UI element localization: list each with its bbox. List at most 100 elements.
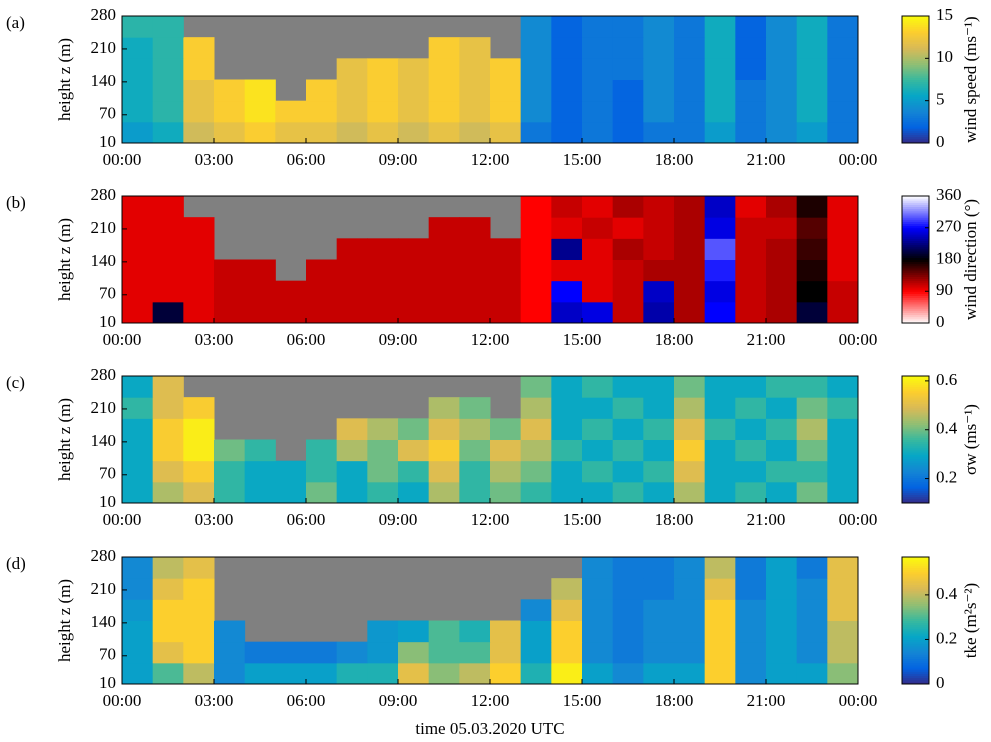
colorbar-segment: [902, 202, 929, 205]
heatmap-cell: [551, 58, 583, 80]
colorbar-segment: [902, 100, 929, 104]
y-axis-label: height z (m): [55, 218, 74, 301]
colorbar-segment: [902, 643, 929, 647]
heatmap-cell: [520, 662, 552, 685]
colorbar-segment: [902, 265, 929, 269]
heatmap-cell: [735, 217, 767, 239]
colorbar-segment: [902, 196, 929, 199]
heatmap-cell: [612, 259, 644, 282]
heatmap-cell: [214, 481, 246, 504]
heatmap-cell: [735, 376, 767, 398]
heatmap-cell: [490, 620, 522, 643]
colorbar-segment: [902, 386, 929, 390]
heatmap-cell: [520, 599, 552, 621]
heatmap-cell: [643, 259, 675, 282]
heatmap-cell: [582, 37, 614, 59]
heatmap-cell: [183, 578, 215, 600]
colorbar-segment: [902, 295, 929, 299]
heatmap-cell: [735, 481, 767, 504]
y-tick-label: 70: [99, 284, 116, 303]
colorbar-segment: [902, 479, 929, 483]
heatmap-cell: [490, 662, 522, 685]
heatmap-cell: [244, 280, 276, 303]
heatmap-cell: [582, 620, 614, 643]
heatmap-cell: [398, 100, 430, 123]
heatmap-cell: [428, 259, 460, 282]
heatmap-cell: [643, 196, 675, 218]
heatmap-cell: [674, 557, 706, 579]
colorbar-segment: [902, 113, 929, 116]
colorbar-tick-label: 90: [936, 280, 953, 299]
y-axis-label: height z (m): [55, 398, 74, 481]
heatmap-cell: [827, 557, 859, 579]
x-tick-label: 18:00: [655, 150, 694, 169]
heatmap-cell: [367, 301, 399, 324]
heatmap-cell: [122, 79, 154, 102]
heatmap-cell: [398, 58, 430, 80]
colorbar-segment: [902, 462, 929, 466]
heatmap-cell: [490, 460, 522, 483]
colorbar-segment: [902, 571, 929, 575]
heatmap-cell: [367, 460, 399, 483]
heatmap-cell: [766, 100, 798, 123]
colorbar-segment: [902, 253, 929, 256]
heatmap-cell: [152, 280, 184, 303]
heatmap-cell: [428, 397, 460, 419]
heatmap-cell: [766, 397, 798, 419]
heatmap-cell: [520, 280, 552, 303]
heatmap-cell: [490, 259, 522, 282]
heatmap-cell: [122, 121, 154, 144]
heatmap-cell: [490, 280, 522, 303]
y-tick-label: 280: [91, 365, 117, 384]
x-tick-label: 21:00: [747, 510, 786, 529]
colorbar-segment: [902, 481, 929, 485]
heatmap-cell: [582, 376, 614, 398]
colorbar-segment: [902, 388, 929, 392]
heatmap-cell: [367, 481, 399, 504]
colorbar-segment: [902, 645, 929, 649]
heatmap-cell: [766, 238, 798, 260]
colorbar-segment: [902, 445, 929, 449]
colorbar-segment: [902, 126, 929, 129]
colorbar-segment: [902, 274, 929, 277]
x-tick-label: 09:00: [379, 691, 418, 710]
colorbar-segment: [902, 486, 929, 489]
heatmap-cell: [766, 217, 798, 239]
colorbar-segment: [902, 22, 929, 25]
y-tick-label: 10: [99, 673, 116, 692]
heatmap-cell: [183, 58, 215, 80]
heatmap-cell: [152, 418, 184, 440]
heatmap-cell: [490, 79, 522, 102]
colorbar-segment: [902, 403, 929, 407]
colorbar-segment: [902, 28, 929, 32]
heatmap-cell: [122, 259, 154, 282]
colorbar-segment: [902, 422, 929, 426]
x-tick-label: 12:00: [471, 150, 510, 169]
colorbar-segment: [902, 586, 929, 590]
heatmap-cell: [214, 280, 246, 303]
heatmap-cell: [275, 100, 307, 123]
heatmap-cell: [796, 16, 828, 38]
heatmap-cell: [796, 79, 828, 102]
heatmap-cell: [735, 460, 767, 483]
colorbar-segment: [902, 395, 929, 398]
heatmap-cell: [367, 121, 399, 144]
heatmap-cell: [551, 37, 583, 59]
heatmap-cell: [367, 439, 399, 462]
colorbar-segment: [902, 90, 929, 93]
heatmap-cell: [704, 238, 736, 260]
heatmap-cell: [490, 100, 522, 123]
y-tick-label: 140: [91, 251, 117, 270]
heatmap-cell: [336, 100, 368, 123]
heatmap-cell: [796, 620, 828, 643]
heatmap-cell: [336, 641, 368, 664]
colorbar-segment: [902, 278, 929, 282]
heatmap-cell: [766, 557, 798, 579]
colorbar-segment: [902, 496, 929, 500]
heatmap-cell: [428, 439, 460, 462]
heatmap-cell: [766, 280, 798, 303]
colorbar-segment: [902, 234, 929, 237]
colorbar-segment: [902, 128, 929, 131]
colorbar-segment: [902, 94, 929, 97]
heatmap-cell: [306, 439, 338, 462]
